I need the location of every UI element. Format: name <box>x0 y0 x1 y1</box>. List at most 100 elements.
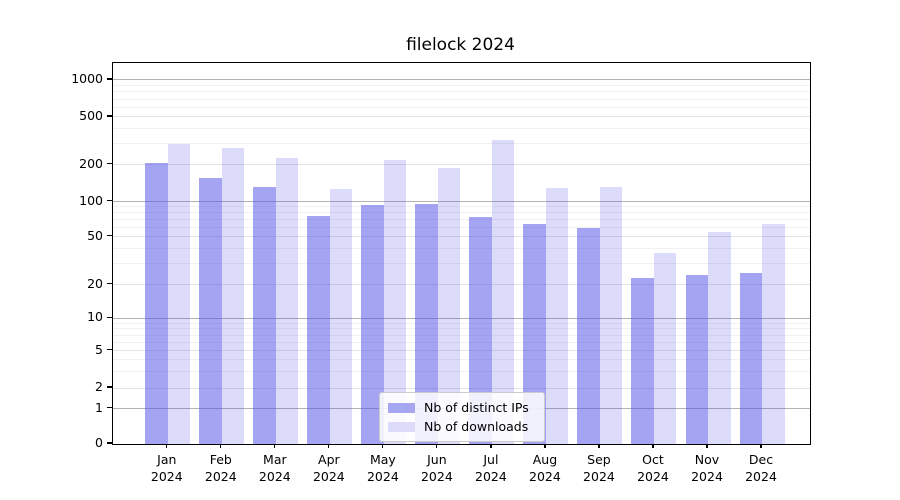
x-tick-label: May 2024 <box>366 452 399 484</box>
x-tick-mark <box>760 444 762 448</box>
x-tick-label: Jul 2024 <box>475 452 507 484</box>
y-tick-mark <box>107 349 112 351</box>
legend-item-downloads: Nb of downloads <box>388 418 534 435</box>
x-tick-mark <box>490 444 492 448</box>
minor-gridline <box>113 322 810 324</box>
bar-downloads-aug <box>545 188 569 444</box>
bar-distinct-ips-aug <box>523 224 546 444</box>
x-tick-mark <box>274 444 276 448</box>
bar-distinct-ips-jul <box>469 216 492 444</box>
minor-gridline <box>113 328 810 330</box>
x-tick-label: Jun 2024 <box>420 452 453 484</box>
bar-downloads-jun <box>437 167 461 444</box>
gridline <box>113 164 810 166</box>
x-tick-label: Mar 2024 <box>258 452 291 484</box>
gridline <box>113 116 810 118</box>
y-tick-mark <box>107 283 112 285</box>
minor-gridline <box>113 341 810 343</box>
y-tick-label: 0 <box>95 435 103 450</box>
bar-distinct-ips-oct <box>631 277 654 444</box>
bar-downloads-apr <box>329 189 353 444</box>
bar-distinct-ips-jan <box>145 163 168 444</box>
bar-distinct-ips-dec <box>739 273 763 444</box>
minor-gridline <box>113 128 810 130</box>
x-tick-label: Feb 2024 <box>204 452 237 484</box>
x-tick-label: Aug 2024 <box>529 452 561 484</box>
x-tick-label: Nov 2024 <box>691 452 723 484</box>
y-tick-mark <box>107 78 112 80</box>
gridline <box>113 387 810 389</box>
bar-distinct-ips-apr <box>307 216 330 444</box>
minor-gridline <box>113 85 810 87</box>
legend-label-downloads: Nb of downloads <box>424 419 529 434</box>
y-tick-label: 20 <box>87 275 103 291</box>
gridline <box>113 284 810 286</box>
minor-gridline <box>113 371 810 373</box>
bar-downloads-jul <box>491 140 515 444</box>
bar-distinct-ips-feb <box>199 177 222 444</box>
bar-downloads-sep <box>599 186 623 444</box>
major-gridline <box>113 201 810 203</box>
minor-gridline <box>113 212 810 214</box>
y-tick-mark <box>107 386 112 388</box>
y-tick-label: 10 <box>87 309 103 325</box>
bar-downloads-mar <box>275 157 299 444</box>
minor-gridline <box>113 219 810 221</box>
legend-item-distinct-ips: Nb of distinct IPs <box>388 399 534 416</box>
bar-distinct-ips-mar <box>253 186 276 444</box>
minor-gridline <box>113 143 810 145</box>
x-tick-mark <box>220 444 222 448</box>
bar-downloads-nov <box>708 232 731 444</box>
y-tick-mark <box>107 115 112 117</box>
y-tick-label: 1000 <box>71 70 103 86</box>
minor-gridline <box>113 106 810 108</box>
x-tick-mark <box>706 444 708 448</box>
legend: Nb of distinct IPs Nb of downloads <box>379 392 545 442</box>
bar-distinct-ips-may <box>361 204 384 444</box>
x-tick-mark <box>652 444 654 448</box>
bar-downloads-may <box>383 159 407 444</box>
gridline <box>113 350 810 352</box>
gridline <box>113 236 810 238</box>
x-tick-mark <box>328 444 330 448</box>
x-tick-label: Apr 2024 <box>312 452 345 484</box>
plot-canvas <box>113 63 810 444</box>
y-tick-mark <box>107 442 112 444</box>
y-tick-label: 1 <box>95 399 103 415</box>
minor-gridline <box>113 91 810 93</box>
major-gridline <box>113 79 810 81</box>
minor-gridline <box>113 206 810 208</box>
x-tick-mark <box>436 444 438 448</box>
bar-downloads-oct <box>653 252 677 444</box>
plot-area <box>112 62 811 445</box>
x-tick-label: Dec 2024 <box>745 452 777 484</box>
y-tick-label: 2 <box>95 379 103 395</box>
x-tick-mark <box>544 444 546 448</box>
minor-gridline <box>113 98 810 100</box>
legend-swatch-distinct-ips <box>388 402 415 413</box>
bar-distinct-ips-nov <box>685 275 708 444</box>
major-gridline <box>113 317 810 319</box>
minor-gridline <box>113 359 810 361</box>
y-tick-mark <box>107 199 112 202</box>
y-tick-label: 50 <box>87 227 103 243</box>
bar-downloads-dec <box>762 223 785 444</box>
minor-gridline <box>113 263 810 265</box>
x-tick-mark <box>166 444 168 448</box>
bar-distinct-ips-sep <box>577 227 600 444</box>
bar-downloads-feb <box>221 147 245 444</box>
y-tick-mark <box>107 163 112 165</box>
x-tick-mark <box>598 444 600 448</box>
minor-gridline <box>113 227 810 229</box>
x-tick-label: Sep 2024 <box>583 452 615 484</box>
y-tick-mark <box>107 235 112 237</box>
bar-distinct-ips-jun <box>415 203 438 444</box>
x-tick-mark <box>382 444 384 448</box>
chart-title: filelock 2024 <box>406 35 515 55</box>
legend-swatch-downloads <box>388 421 415 432</box>
minor-gridline <box>113 248 810 250</box>
legend-label-distinct-ips: Nb of distinct IPs <box>424 400 529 415</box>
y-tick-mark <box>107 316 112 319</box>
y-tick-label: 200 <box>79 155 103 171</box>
